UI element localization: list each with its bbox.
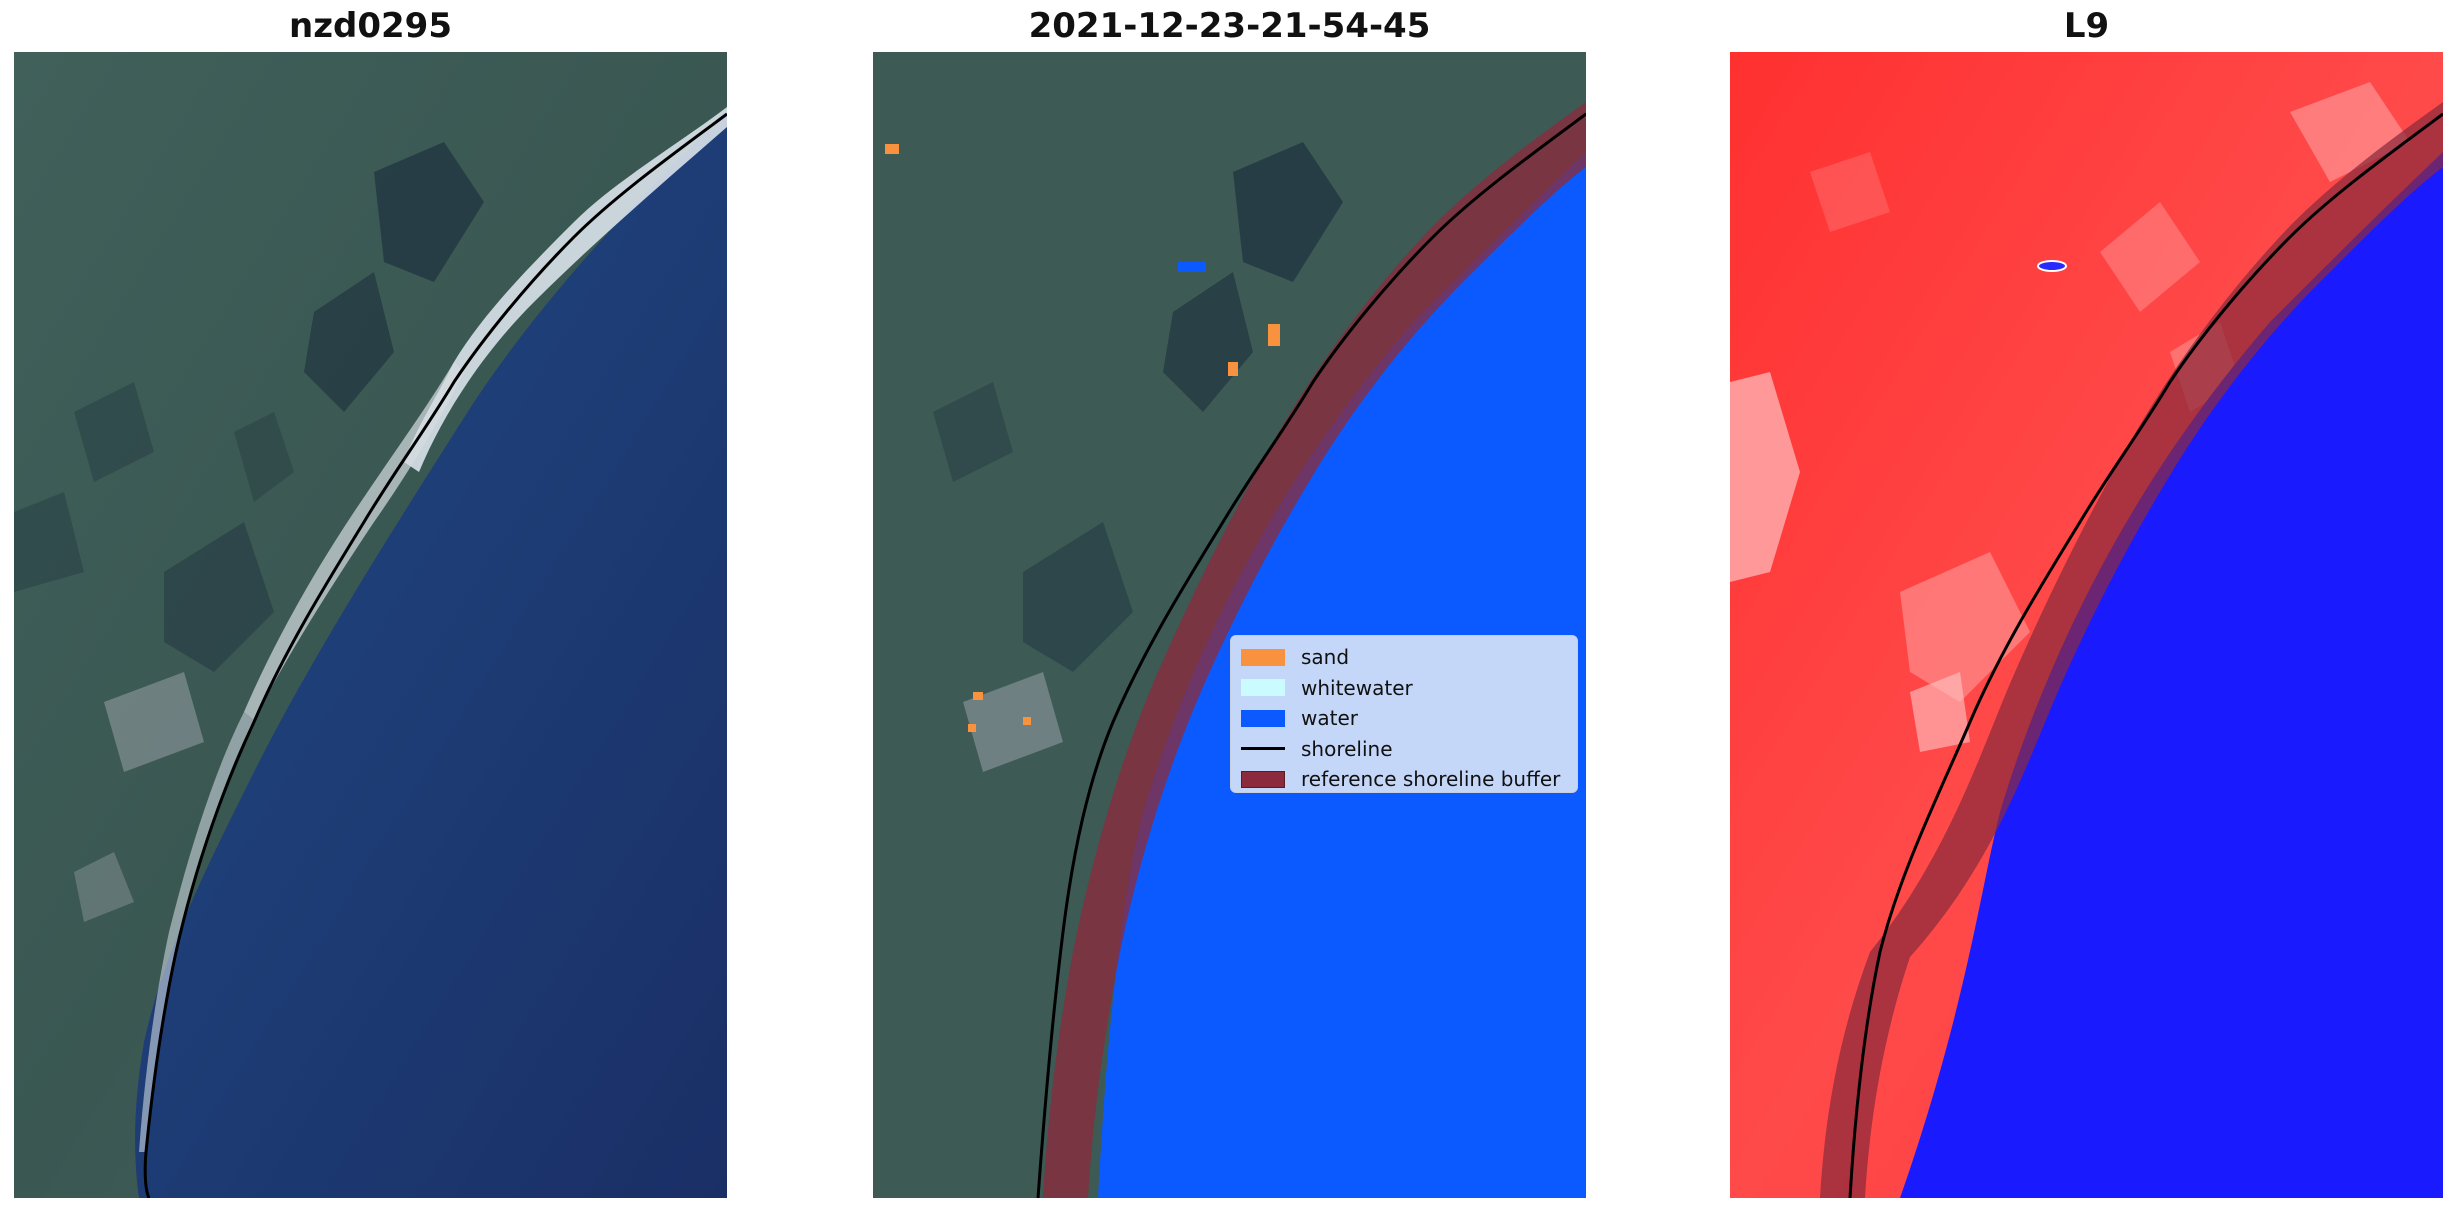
legend-item-shoreline: shoreline [1241,734,1567,765]
legend-item-buffer: reference shoreline buffer [1241,764,1567,795]
panel-title-rgb: nzd0295 [289,6,452,46]
legend-item-sand: sand [1241,642,1567,673]
panel-title-index: L9 [2063,6,2110,46]
classified-image-svg [873,52,1586,1198]
legend-swatch-buffer [1241,770,1285,788]
index-image [1730,52,2443,1198]
shoreline [143,112,727,1198]
rgb-image-svg [14,52,727,1198]
legend-item-water: water [1241,703,1567,734]
legend-swatch-water [1241,709,1285,727]
beach-strip [404,107,727,472]
index-water-area [1900,152,2443,1198]
legend-swatch-whitewater [1241,679,1285,697]
legend-swatch-sand [1241,648,1285,666]
panel-title-classified: 2021-12-23-21-54-45 [1028,6,1431,46]
legend: sand whitewater water shoreline referenc… [1230,635,1578,793]
reference-shoreline-buffer [1043,102,1586,1198]
legend-label-buffer: reference shoreline buffer [1301,767,1561,792]
legend-label-whitewater: whitewater [1301,675,1413,700]
classified-image [873,52,1586,1198]
sand-patch [885,144,899,154]
legend-label-shoreline: shoreline [1301,736,1393,761]
inland-water-patch [1178,262,1206,272]
legend-label-water: water [1301,706,1358,731]
rgb-image [14,52,727,1198]
legend-item-whitewater: whitewater [1241,673,1567,704]
index-image-svg [1730,52,2443,1198]
inland-water-blob [2037,260,2067,272]
land-area [14,52,727,1198]
legend-label-sand: sand [1301,645,1350,670]
legend-line-shoreline [1241,747,1285,751]
